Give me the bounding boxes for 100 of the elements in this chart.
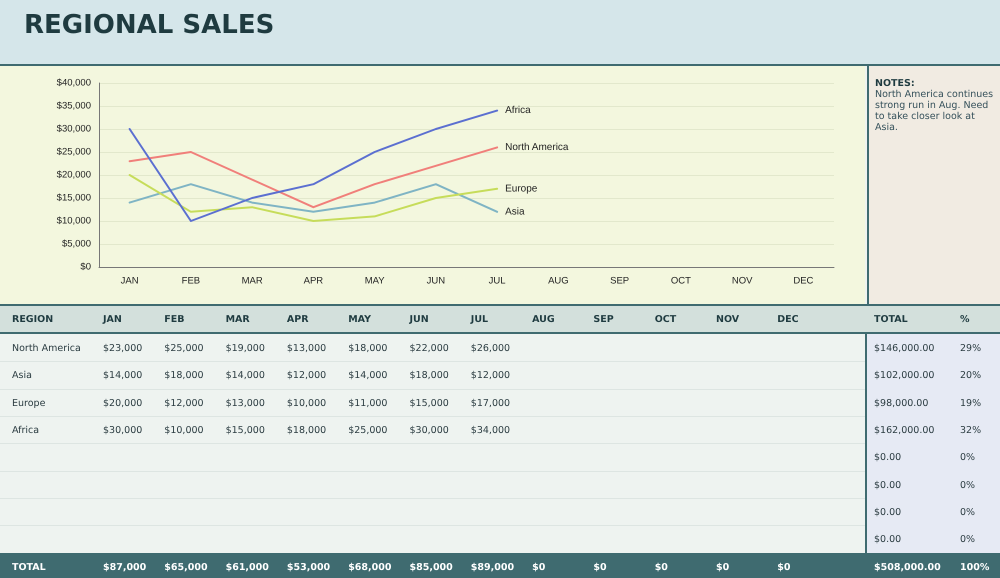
line-series — [128, 110, 498, 222]
text: REGION — [12, 314, 54, 325]
text: $0 — [654, 562, 668, 573]
chart-title: REGIONAL SALES — [24, 10, 274, 40]
data-label: $14,000 — [348, 370, 388, 382]
text: $61,000 — [226, 562, 269, 573]
text: North America continues strong run in Aug. Need to take closer look at Asia. — [875, 89, 994, 133]
text: Europe — [12, 398, 46, 409]
series-label: Africa — [505, 105, 532, 116]
line-series — [128, 146, 498, 208]
text: 0% — [960, 506, 976, 518]
data-label: $15,000 — [410, 398, 449, 409]
x-tick-label: FEB — [182, 276, 200, 286]
data-label: $11,000 — [348, 398, 388, 409]
y-tick-label: $40,000 — [56, 78, 91, 88]
x-tick-label: DEC — [793, 276, 814, 286]
x-tick-label: SEP — [610, 276, 630, 286]
data-label: $25,000 — [348, 424, 388, 436]
text: $89,000 — [470, 562, 514, 573]
data-label: $14,000 — [226, 370, 265, 382]
data-label: $15,000 — [226, 424, 265, 436]
category-label: MAR — [226, 314, 250, 325]
category-label: APR — [286, 314, 309, 325]
data-label: $13,000 — [286, 343, 326, 354]
data-label: $12,000 — [164, 398, 204, 409]
text: $0.00 — [874, 480, 902, 490]
y-tick-label: $20,000 — [56, 170, 91, 180]
data-label: $12,000 — [286, 370, 326, 382]
text: 19% — [960, 398, 982, 409]
data-label: $34,000 — [470, 424, 510, 436]
text: 20% — [960, 370, 982, 382]
category-label: JUL — [470, 314, 488, 325]
text: $0 — [532, 562, 546, 573]
category-label: JAN — [103, 314, 122, 325]
data-label: $23,000 — [103, 343, 142, 354]
data-label: $10,000 — [286, 398, 326, 409]
text: North America — [12, 343, 81, 354]
text: 0% — [960, 534, 976, 546]
text: 0% — [960, 452, 976, 464]
text: $87,000 — [103, 562, 146, 573]
y-tick-label: $10,000 — [56, 216, 91, 226]
text: $102,000.00 — [874, 370, 934, 382]
text: $0.00 — [874, 452, 902, 464]
x-tick-label: JUN — [426, 276, 446, 286]
text: $0 — [777, 562, 791, 573]
data-label: $26,000 — [470, 343, 510, 354]
x-tick-label: JUL — [488, 276, 506, 286]
data-label: $30,000 — [410, 424, 449, 436]
text: $98,000.00 — [874, 398, 928, 409]
category-label: AUG — [532, 314, 555, 325]
y-tick-label: $30,000 — [56, 124, 91, 134]
text: $162,000.00 — [874, 424, 934, 436]
data-label: $19,000 — [226, 343, 265, 354]
text: 0% — [960, 480, 976, 490]
data-label: $18,000 — [164, 370, 204, 382]
text: $508,000.00 — [874, 562, 941, 573]
category-label: MAY — [348, 314, 371, 325]
data-label: $12,000 — [470, 370, 510, 382]
data-label: $18,000 — [410, 370, 449, 382]
text: $0 — [716, 562, 730, 573]
text: Africa — [12, 424, 40, 436]
text: 100% — [960, 562, 990, 573]
x-tick-label: JAN — [120, 276, 139, 286]
category-label: JUN — [410, 314, 429, 325]
text: % — [960, 314, 970, 325]
text: 29% — [960, 343, 982, 354]
y-tick-label: $0 — [80, 262, 91, 272]
text: $53,000 — [286, 562, 330, 573]
category-label: NOV — [716, 314, 740, 325]
y-tick-label: $15,000 — [56, 192, 91, 204]
data-label: $22,000 — [410, 343, 449, 354]
data-label: $20,000 — [103, 398, 142, 409]
data-label: $14,000 — [103, 370, 142, 382]
x-tick-label: MAR — [242, 276, 263, 286]
y-tick-label: $25,000 — [56, 146, 91, 158]
category-label: OCT — [654, 314, 676, 325]
text: NOTES: — [875, 78, 916, 89]
text: $146,000.00 — [874, 343, 934, 354]
data-label: $30,000 — [103, 424, 142, 436]
text: $85,000 — [410, 562, 453, 573]
text: $0.00 — [874, 534, 902, 546]
data-label: $10,000 — [164, 424, 204, 436]
category-label: FEB — [164, 314, 185, 325]
data-label: $25,000 — [164, 343, 204, 354]
data-label: $18,000 — [286, 424, 326, 436]
text: $68,000 — [348, 562, 392, 573]
x-tick-label: APR — [304, 276, 324, 286]
series-label: Europe — [505, 183, 538, 194]
data-label: $17,000 — [470, 398, 510, 409]
text: $0.00 — [874, 506, 902, 518]
x-tick-label: NOV — [732, 276, 754, 286]
data-label: $18,000 — [348, 343, 388, 354]
category-label: DEC — [777, 314, 799, 325]
category-label: SEP — [593, 314, 614, 325]
text: TOTAL — [874, 314, 908, 325]
series-label: Asia — [505, 206, 526, 218]
series-label: North America — [505, 142, 569, 153]
y-tick-label: $5,000 — [62, 238, 91, 250]
line-series — [128, 174, 498, 222]
text: Asia — [12, 370, 32, 382]
